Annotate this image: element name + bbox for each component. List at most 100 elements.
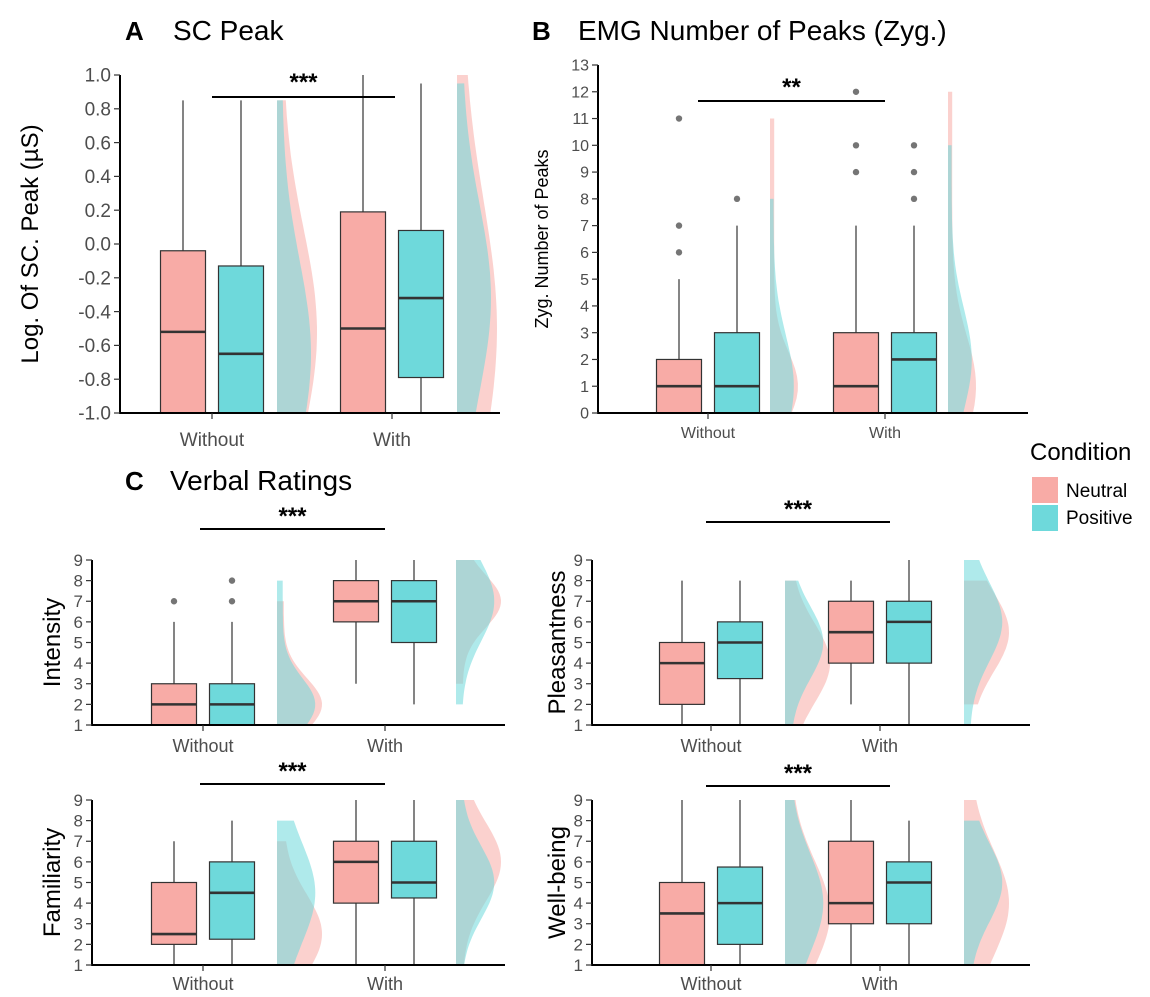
density-positive-with: [456, 800, 495, 965]
outlier-point: [228, 598, 236, 605]
y-tick-label: 1: [580, 379, 589, 396]
outlier-point: [675, 222, 683, 229]
density-positive-with: [964, 820, 1003, 965]
y-tick-label: 8: [574, 572, 583, 591]
x-tick-label: With: [373, 430, 411, 451]
y-tick-label: 5: [574, 873, 583, 892]
x-tick-label: Without: [172, 974, 233, 994]
outlier-point: [170, 598, 178, 605]
y-axis-label: Well-being: [544, 826, 571, 939]
y-tick-label: 0.4: [85, 167, 112, 188]
y-tick-label: 1: [74, 716, 83, 735]
y-tick-label: 0.6: [85, 133, 111, 154]
y-tick-label: 6: [580, 245, 589, 262]
y-tick-label: 10: [571, 138, 589, 155]
y-tick-label: 5: [574, 633, 583, 652]
x-tick-label: Without: [180, 430, 245, 451]
y-tick-label: 9: [574, 791, 583, 810]
box-neutral-without: [658, 641, 706, 705]
density-positive-without: [770, 198, 794, 413]
panel-c2: 1 23 4 56 78 9 Without With Pleasantness ***: [544, 496, 1030, 756]
significance-label: **: [782, 74, 801, 101]
plots-layer: -1.0 -0.8 -0.6 -0.4 -0.2 0.0 0.2 0.4 0.6 0.8 1.0 Wi…: [17, 58, 1030, 994]
box-positive-with: [890, 332, 938, 414]
x-tick-label: With: [862, 736, 898, 756]
legend-swatch-neutral: [1032, 477, 1058, 503]
density-positive-without: [277, 820, 316, 965]
panel-c3: 1 23 4 56 78 9 Without With Familiarity ***: [39, 758, 505, 994]
y-tick-label: 8: [74, 812, 83, 831]
outlier-point: [852, 88, 860, 95]
significance-label: ***: [784, 496, 813, 523]
box-neutral-with: [827, 840, 875, 925]
x-tick-label: Without: [172, 736, 233, 756]
y-tick-label: 9: [580, 165, 589, 182]
legend-label-positive: Positive: [1066, 508, 1133, 529]
y-tick-label: 9: [574, 551, 583, 570]
x-tick-label: With: [367, 736, 403, 756]
box-positive-without: [716, 866, 764, 945]
panel-a-letter: A: [125, 16, 144, 46]
significance-label: ***: [278, 758, 307, 785]
outlier-point: [733, 195, 741, 203]
box-neutral-with: [332, 840, 380, 904]
y-tick-label: 0.8: [85, 99, 111, 120]
y-tick-label: 2: [574, 935, 583, 954]
y-tick-label: 6: [74, 853, 83, 872]
y-tick-label: 7: [580, 218, 589, 235]
outlier-point: [910, 168, 918, 176]
outlier-point: [852, 142, 860, 149]
y-tick-label: 6: [574, 613, 583, 632]
box-neutral-with: [339, 211, 387, 414]
y-tick-label: 1: [574, 956, 583, 975]
box-positive-with: [885, 600, 933, 664]
y-axis-label: Familiarity: [39, 828, 66, 937]
panel-c-letter: C: [125, 466, 144, 496]
y-tick-label: 6: [574, 853, 583, 872]
y-axis-label: Intensity: [39, 598, 66, 687]
x-tick-label: Without: [681, 425, 736, 442]
y-tick-label: 12: [571, 84, 589, 101]
y-tick-label: 3: [580, 325, 589, 342]
density-positive-without: [785, 580, 824, 725]
box-neutral-with: [832, 332, 880, 414]
significance-label: ***: [289, 69, 318, 96]
density-positive-without: [785, 800, 824, 965]
y-tick-label: 0: [580, 406, 589, 423]
y-tick-label: 4: [574, 894, 583, 913]
panel-b-title: EMG Number of Peaks (Zyg.): [578, 15, 947, 46]
panel-c-title: Verbal Ratings: [170, 465, 352, 496]
y-tick-label: 7: [574, 832, 583, 851]
y-tick-label: 4: [74, 894, 83, 913]
density-positive-with: [457, 83, 491, 414]
y-tick-label: 4: [574, 654, 583, 673]
legend-title: Condition: [1030, 439, 1131, 466]
panel-a: -1.0 -0.8 -0.6 -0.4 -0.2 0.0 0.2 0.4 0.6 0.8 1.0 Wi…: [17, 66, 500, 451]
box-positive-without: [208, 861, 256, 940]
y-tick-label: 3: [74, 915, 83, 934]
box-positive-with: [397, 229, 445, 379]
y-tick-label: -0.2: [78, 268, 111, 289]
x-tick-label: With: [869, 425, 901, 442]
panel-c4: 1 23 4 56 78 9 Without With Well-being ***: [544, 760, 1030, 994]
y-tick-label: 2: [580, 352, 589, 369]
y-tick-label: 1: [574, 716, 583, 735]
x-tick-label: With: [862, 974, 898, 994]
y-tick-label: 2: [574, 695, 583, 714]
box-positive-with: [885, 861, 933, 925]
y-tick-label: -0.4: [78, 302, 111, 323]
box-positive-with: [390, 840, 438, 899]
y-tick-label: -0.6: [78, 336, 111, 357]
x-tick-label: Without: [680, 974, 741, 994]
y-tick-label: 7: [74, 832, 83, 851]
y-tick-label: 9: [74, 791, 83, 810]
significance-label: ***: [278, 503, 307, 530]
outlier-point: [675, 115, 683, 122]
y-tick-label: -1.0: [78, 404, 111, 425]
density-positive-with: [948, 145, 972, 414]
box-positive-without: [217, 265, 265, 414]
y-tick-label: 3: [574, 675, 583, 694]
outlier-point: [910, 195, 918, 203]
density-positive-with: [456, 560, 495, 705]
